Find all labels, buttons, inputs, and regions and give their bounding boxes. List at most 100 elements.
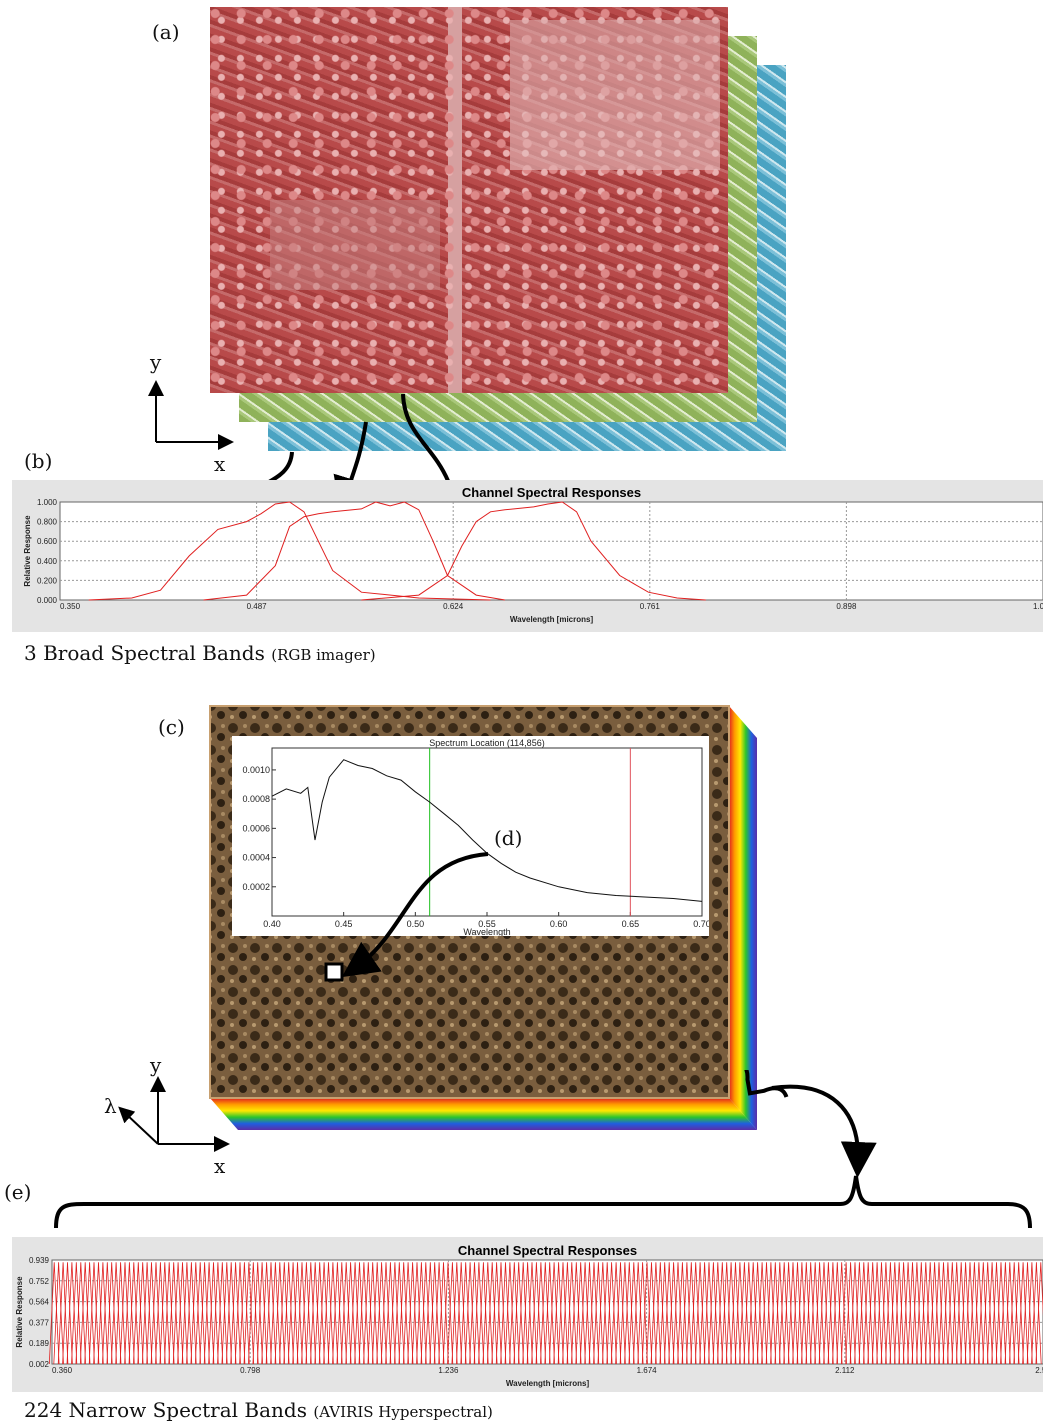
y-tick-label: 0.189 xyxy=(29,1339,50,1348)
axis-y-label-bottom: y xyxy=(150,1053,162,1077)
band-response-144 xyxy=(681,1262,693,1365)
y-tick-label: 0.939 xyxy=(29,1256,50,1265)
band-response-172 xyxy=(805,1262,816,1365)
inset-x-tick-label: 0.45 xyxy=(335,919,353,929)
band-response-213 xyxy=(986,1262,998,1365)
band-response-112 xyxy=(540,1262,551,1365)
band-response-31 xyxy=(181,1262,193,1365)
band-response-94 xyxy=(460,1262,471,1365)
band-response-52 xyxy=(274,1262,286,1365)
band-response-147 xyxy=(694,1262,706,1365)
band-response-13 xyxy=(102,1262,113,1365)
series-line-2 xyxy=(203,501,505,601)
band-response-96 xyxy=(469,1262,480,1365)
band-response-21 xyxy=(137,1262,148,1365)
band-response-180 xyxy=(840,1262,852,1365)
axis-x-label: x xyxy=(214,452,226,476)
band-response-139 xyxy=(659,1262,670,1365)
band-response-190 xyxy=(885,1262,896,1365)
band-response-156 xyxy=(734,1262,746,1365)
band-response-194 xyxy=(902,1262,914,1365)
x-axis-title: Wavelength [microns] xyxy=(510,615,594,624)
band-response-148 xyxy=(699,1262,710,1365)
band-response-173 xyxy=(809,1262,821,1365)
band-response-206 xyxy=(955,1262,967,1365)
band-response-135 xyxy=(641,1262,653,1365)
band-response-100 xyxy=(486,1262,498,1365)
band-response-53 xyxy=(279,1262,290,1365)
band-response-70 xyxy=(354,1262,365,1365)
inset-y-tick-label: 0.0008 xyxy=(242,794,270,804)
label-d: (d) xyxy=(494,826,523,850)
band-response-95 xyxy=(464,1262,476,1365)
band-response-207 xyxy=(960,1262,971,1365)
band-response-151 xyxy=(712,1262,724,1365)
x-tick-label: 1.236 xyxy=(438,1366,459,1375)
band-response-1 xyxy=(48,1262,60,1365)
band-response-126 xyxy=(602,1262,613,1365)
y-tick-label: 0.400 xyxy=(37,557,58,566)
band-response-55 xyxy=(287,1262,299,1365)
x-tick-label: 0.360 xyxy=(52,1366,73,1375)
pixel-arrow xyxy=(324,852,489,982)
red-band-field xyxy=(270,200,440,290)
band-response-47 xyxy=(252,1262,263,1365)
band-response-42 xyxy=(230,1262,241,1365)
band-response-58 xyxy=(301,1262,312,1365)
y-axis-title: Relative Response xyxy=(23,515,32,587)
band-response-10 xyxy=(88,1262,100,1365)
narrow-caption-main: 224 Narrow Spectral Bands xyxy=(24,1398,307,1422)
band-response-102 xyxy=(495,1262,507,1365)
band-response-114 xyxy=(548,1262,560,1365)
axis-y-label: y xyxy=(150,350,162,374)
band-response-125 xyxy=(597,1262,609,1365)
band-response-82 xyxy=(407,1262,418,1365)
band-response-211 xyxy=(978,1262,989,1365)
inset-y-tick-label: 0.0006 xyxy=(242,823,270,833)
inset-x-tick-label: 0.40 xyxy=(263,919,281,929)
broad-caption-sub: (RGB imager) xyxy=(271,646,376,664)
band-response-195 xyxy=(907,1262,918,1365)
inset-x-axis-title: Wavelength xyxy=(463,927,510,936)
band-response-174 xyxy=(814,1262,825,1365)
band-response-57 xyxy=(296,1262,308,1365)
band-response-98 xyxy=(478,1262,489,1365)
band-response-196 xyxy=(911,1262,923,1365)
band-response-130 xyxy=(619,1262,631,1365)
band-response-39 xyxy=(217,1262,228,1365)
band-response-222 xyxy=(1026,1262,1038,1365)
band-response-117 xyxy=(562,1262,573,1365)
band-response-71 xyxy=(358,1262,370,1365)
band-response-160 xyxy=(752,1262,763,1365)
band-response-104 xyxy=(504,1262,516,1365)
plot-area xyxy=(59,501,1043,601)
band-response-97 xyxy=(473,1262,485,1365)
red-band-building xyxy=(510,20,720,170)
x-tick-label: 2.112 xyxy=(835,1366,855,1375)
band-response-161 xyxy=(756,1262,768,1365)
band-response-140 xyxy=(663,1262,675,1365)
y-tick-label: 0.600 xyxy=(37,537,58,546)
band-response-19 xyxy=(128,1262,140,1365)
brace-arrow xyxy=(730,1070,877,1178)
band-response-32 xyxy=(186,1262,197,1365)
band-response-146 xyxy=(690,1262,701,1365)
band-response-63 xyxy=(323,1262,334,1365)
band-response-171 xyxy=(801,1262,812,1365)
band-response-159 xyxy=(748,1262,759,1365)
band-response-8 xyxy=(79,1262,91,1365)
band-response-5 xyxy=(66,1262,78,1365)
band-response-16 xyxy=(115,1262,126,1365)
band-response-29 xyxy=(172,1262,184,1365)
x-axis-title: Wavelength [microns] xyxy=(506,1379,590,1388)
spectrum-line xyxy=(271,759,703,902)
band-response-79 xyxy=(394,1262,405,1365)
spectrum-inset-svg: Spectrum Location (114,856) 0.40 0.45 0.50 0… xyxy=(242,738,709,936)
band-response-141 xyxy=(668,1262,679,1365)
band-response-175 xyxy=(818,1262,830,1365)
band-response-24 xyxy=(150,1262,162,1365)
band-response-131 xyxy=(624,1262,635,1365)
band-response-209 xyxy=(969,1262,980,1365)
band-response-120 xyxy=(575,1262,586,1365)
x-tick-label: 0.798 xyxy=(240,1366,261,1375)
